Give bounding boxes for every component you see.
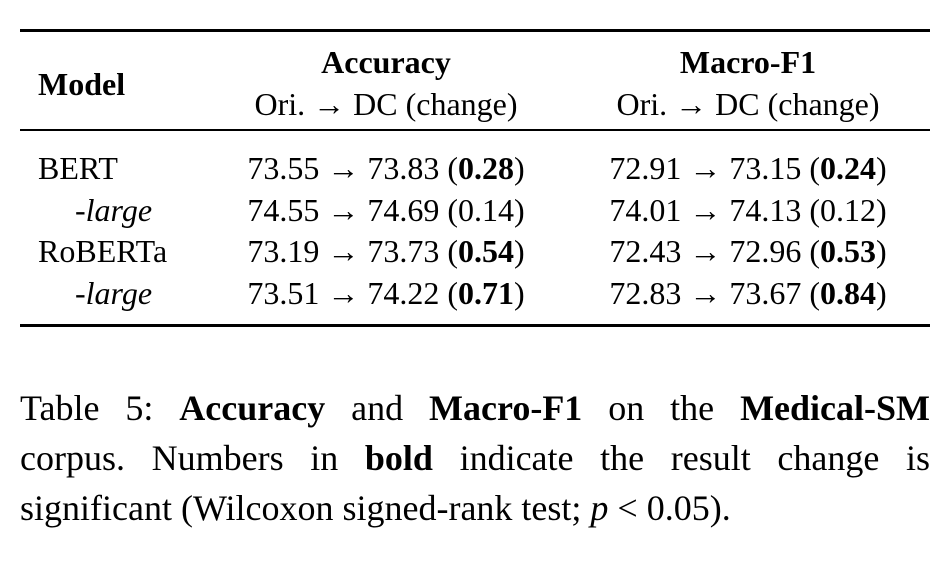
model-name: BERT: [38, 150, 118, 186]
arrow: →: [327, 192, 360, 228]
paren: ): [876, 192, 887, 228]
paren: (: [809, 275, 820, 311]
paren: (: [447, 192, 458, 228]
original-score: 74.55: [247, 192, 320, 228]
result-cell: 72.91 → 73.15 (0.24): [568, 152, 928, 184]
model-name: -large: [75, 192, 153, 228]
result-cell: 74.01 → 74.13 (0.12): [568, 194, 928, 226]
dc-score: 73.67: [729, 275, 802, 311]
caption-text: indicate the result change is: [432, 438, 930, 478]
paren: (: [809, 150, 820, 186]
change: 0.14: [458, 192, 514, 228]
caption-line: corpus. Numbers in bold indicate the res…: [20, 440, 930, 476]
column-title: Accuracy: [321, 44, 451, 80]
caption-text: Macro-F1: [429, 388, 583, 428]
paren: ): [876, 150, 887, 186]
original-score: 73.51: [247, 275, 320, 311]
dc-score: 73.83: [367, 150, 440, 186]
caption-text: Accuracy: [179, 388, 326, 428]
caption-text: bold: [364, 438, 433, 478]
paren: ): [514, 233, 525, 269]
caption-text: on the: [582, 388, 741, 428]
arrow: →: [689, 275, 722, 311]
paren: (: [447, 233, 458, 269]
result-cell: 74.55 → 74.69 (0.14): [206, 194, 566, 226]
original-score: 72.43: [609, 233, 682, 269]
result-cell: 72.83 → 73.67 (0.84): [568, 277, 928, 309]
caption-text: Medical-SM: [740, 388, 931, 428]
result-cell: 72.43 → 72.96 (0.53): [568, 235, 928, 267]
caption-text: corpus. Numbers in: [20, 438, 365, 478]
caption-text: and: [325, 388, 430, 428]
model-name: RoBERTa: [38, 233, 168, 269]
bottom-rule: [20, 324, 930, 327]
original-score: 73.19: [247, 233, 320, 269]
model-name: -large: [75, 275, 153, 311]
arrow: →: [327, 150, 360, 186]
change: 0.54: [458, 233, 514, 269]
arrow: →: [327, 275, 360, 311]
change: 0.28: [458, 150, 514, 186]
arrow: →: [689, 192, 722, 228]
paren: ): [876, 275, 887, 311]
change: 0.24: [820, 150, 876, 186]
change: 0.53: [820, 233, 876, 269]
top-rule: [20, 29, 930, 32]
paren: (: [447, 275, 458, 311]
change: 0.71: [458, 275, 514, 311]
caption-line: significant (Wilcoxon signed-rank test; …: [20, 490, 930, 526]
original-score: 72.91: [609, 150, 682, 186]
paren: ): [876, 233, 887, 269]
paren: (: [809, 233, 820, 269]
caption-text: < 0.05: [608, 488, 710, 528]
paren: ): [514, 192, 525, 228]
column-title: Macro-F1: [679, 44, 817, 80]
arrow: →: [689, 150, 722, 186]
result-cell: 73.55 → 73.83 (0.28): [206, 152, 566, 184]
result-cell: 73.51 → 74.22 (0.71): [206, 277, 566, 309]
original-score: 72.83: [609, 275, 682, 311]
caption-text: ).: [709, 488, 731, 528]
paren: ): [514, 275, 525, 311]
paren: ): [514, 150, 525, 186]
dc-score: 73.73: [367, 233, 440, 269]
dc-score: 74.13: [729, 192, 802, 228]
caption-text: Table 5:: [20, 388, 180, 428]
mid-rule: [20, 129, 930, 131]
original-score: 73.55: [247, 150, 320, 186]
dc-score: 74.69: [367, 192, 440, 228]
paren: (: [809, 192, 820, 228]
column-subtitle: Ori. → DC (change): [254, 86, 518, 122]
arrow: →: [689, 233, 722, 269]
caption-line: Table 5: Accuracy and Macro-F1 on the Me…: [20, 390, 930, 426]
model-header: Model: [38, 66, 126, 102]
change: 0.12: [820, 192, 876, 228]
change: 0.84: [820, 275, 876, 311]
caption-text: significant (Wilcoxon signed-rank test;: [20, 488, 591, 528]
result-cell: 73.19 → 73.73 (0.54): [206, 235, 566, 267]
dc-score: 73.15: [729, 150, 802, 186]
dc-score: 74.22: [367, 275, 440, 311]
original-score: 74.01: [609, 192, 682, 228]
paren: (: [447, 150, 458, 186]
dc-score: 72.96: [729, 233, 802, 269]
column-subtitle: Ori. → DC (change): [616, 86, 880, 122]
caption-text: p: [590, 488, 609, 528]
arrow: →: [327, 233, 360, 269]
